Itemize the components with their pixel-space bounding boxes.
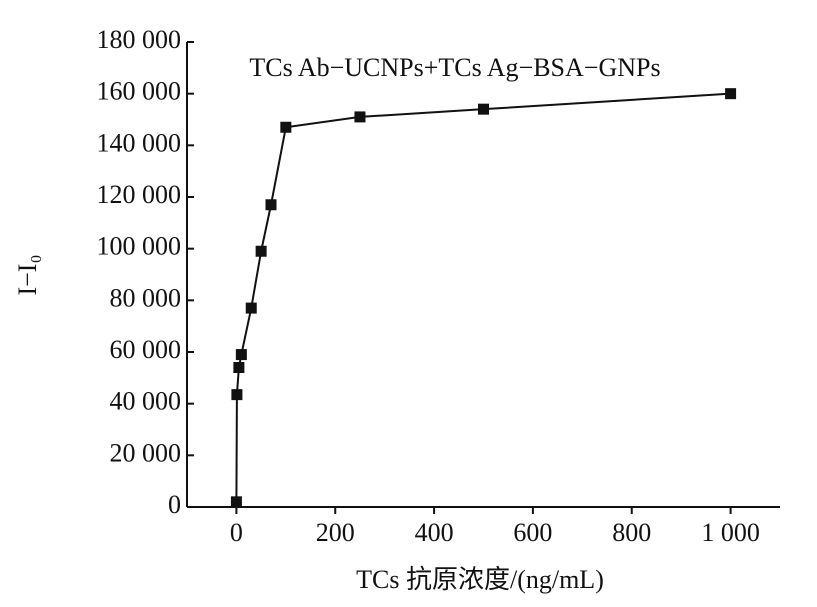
y-tick-label: 80 000 xyxy=(110,283,182,312)
marker xyxy=(265,199,277,211)
y-tick-label: 100 000 xyxy=(97,232,182,261)
x-tick-label: 800 xyxy=(612,518,651,547)
marker xyxy=(725,88,737,100)
x-tick-label: 200 xyxy=(316,518,355,547)
marker xyxy=(233,362,245,373)
y-tick-label: 140 000 xyxy=(97,128,182,157)
marker xyxy=(235,349,247,361)
marker xyxy=(231,389,243,401)
marker xyxy=(230,496,242,508)
marker xyxy=(255,245,267,257)
marker xyxy=(478,103,489,115)
y-axis-label: I−I₀ xyxy=(13,254,42,295)
y-tick-label: 120 000 xyxy=(97,180,182,209)
marker xyxy=(245,302,257,314)
y-tick-label: 40 000 xyxy=(110,387,182,416)
series-line xyxy=(235,92,731,502)
y-tick-label: 60 000 xyxy=(110,335,182,364)
y-tick-label: 160 000 xyxy=(97,77,182,106)
x-tick-label: 0 xyxy=(230,518,243,547)
y-tick-label: 180 000 xyxy=(97,25,182,54)
x-tick-label: 400 xyxy=(415,518,454,547)
marker xyxy=(280,121,292,133)
x-tick-label: 1 000 xyxy=(701,518,760,547)
x-tick-label: 600 xyxy=(513,518,552,547)
annotation: TCs Ab−UCNPs+TCs Ag−BSA−GNPs xyxy=(249,53,660,82)
y-tick-label: 20 000 xyxy=(110,438,182,467)
y-tick-label: 0 xyxy=(168,490,181,519)
marker xyxy=(354,111,366,123)
x-axis-label: TCs 抗原浓度/(ng/mL) xyxy=(356,565,604,594)
